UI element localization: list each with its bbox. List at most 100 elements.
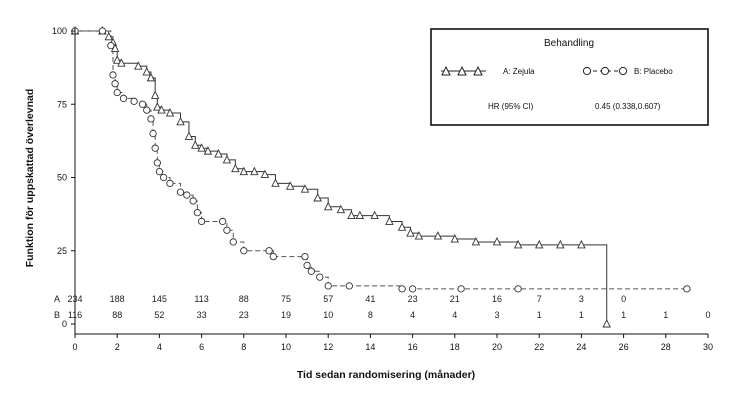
- x-tick-label: 8: [241, 342, 246, 352]
- triangle-icon: [457, 65, 467, 76]
- risk-count: 0: [621, 294, 626, 304]
- x-tick-label: 10: [281, 342, 291, 352]
- risk-count: 3: [579, 294, 584, 304]
- legend-label-placebo: B: Placebo: [634, 67, 673, 76]
- circle-icon: [618, 66, 628, 76]
- risk-count: 1: [663, 310, 668, 320]
- censor-point-placebo: [151, 144, 159, 152]
- censor-point-zejula: [191, 140, 200, 149]
- censor-point-zejula: [157, 105, 166, 114]
- plot-area: A 234 188 145 113 88 75 57 41 23 21 16 7 3 0B 116 88 52 33…: [52, 25, 713, 352]
- censor-point-placebo: [303, 261, 311, 270]
- y-tick-label: 25: [57, 246, 67, 256]
- censor-point-zejula: [602, 318, 611, 328]
- triangle-icon: [441, 65, 451, 76]
- censor-point-zejula: [313, 193, 322, 202]
- x-tick-label: 20: [492, 342, 502, 352]
- censor-point-placebo: [398, 285, 406, 293]
- censor-point-placebo: [130, 97, 138, 105]
- censor-point-zejula: [153, 102, 162, 111]
- circle-icon: [582, 66, 592, 76]
- censor-point-placebo: [113, 88, 121, 97]
- censor-point-zejula: [250, 166, 259, 176]
- hr-value: 0.45 (0.338,0.607): [595, 102, 661, 111]
- risk-count: 1: [579, 310, 584, 320]
- censor-point-placebo: [197, 217, 206, 226]
- y-tick-label: 50: [57, 173, 67, 183]
- censor-point-placebo: [240, 247, 248, 255]
- risk-count: 0: [705, 310, 710, 320]
- censor-point-zejula: [397, 222, 407, 231]
- censor-point-zejula: [112, 55, 122, 64]
- censor-point-placebo: [119, 94, 128, 103]
- censor-point-placebo: [345, 282, 353, 290]
- censor-point-placebo: [138, 100, 147, 108]
- censor-point-placebo: [193, 209, 202, 217]
- risk-count: 145: [152, 294, 167, 304]
- censor-point-placebo: [155, 167, 164, 176]
- y-tick-label: 100: [52, 26, 67, 36]
- censor-point-zejula: [556, 239, 565, 249]
- risk-count: 21: [450, 294, 460, 304]
- censor-point-placebo: [457, 285, 465, 293]
- censor-point-zejula: [134, 61, 143, 70]
- censor-point-placebo: [166, 179, 174, 188]
- risk-count: 41: [365, 294, 375, 304]
- censor-point-placebo: [149, 129, 157, 138]
- x-tick-label: 26: [619, 342, 629, 352]
- censor-point-zejula: [513, 239, 523, 249]
- risk-count: 52: [154, 310, 164, 320]
- x-tick-label: 6: [199, 342, 204, 352]
- censor-point-placebo: [111, 80, 119, 88]
- y-tick-label: 0: [62, 319, 67, 329]
- censor-point-zejula: [471, 236, 481, 246]
- censor-point-zejula: [300, 184, 310, 193]
- risk-count: 4: [410, 310, 415, 320]
- x-tick-label: 16: [408, 342, 418, 352]
- censor-point-zejula: [239, 166, 249, 176]
- censor-point-zejula: [117, 58, 126, 67]
- risk-count: 16: [492, 294, 502, 304]
- censor-point-zejula: [370, 210, 379, 220]
- censor-point-zejula: [414, 231, 424, 240]
- censor-point-zejula: [433, 231, 443, 240]
- censor-point-placebo: [176, 188, 185, 196]
- risk-count: 7: [537, 294, 542, 304]
- censor-point-placebo: [408, 285, 417, 293]
- x-tick-label: 0: [72, 342, 77, 352]
- censor-point-zejula: [184, 131, 194, 140]
- risk-row-label: B: [54, 310, 60, 320]
- risk-count: 188: [110, 294, 125, 304]
- censor-point-zejula: [165, 108, 175, 117]
- censor-point-placebo: [107, 42, 115, 50]
- circle-icon: [600, 66, 610, 76]
- censor-point-placebo: [147, 115, 155, 123]
- censor-point-zejula: [406, 228, 415, 237]
- censor-point-zejula: [150, 90, 160, 99]
- x-tick-label: 24: [576, 342, 586, 352]
- censor-point-placebo: [683, 285, 691, 293]
- risk-count: 33: [197, 310, 207, 320]
- legend-box: [430, 28, 709, 126]
- risk-count: 113: [194, 294, 208, 304]
- x-tick-label: 12: [323, 342, 333, 352]
- censor-point-placebo: [153, 159, 161, 167]
- censor-point-zejula: [260, 169, 270, 179]
- censor-point-zejula: [222, 154, 232, 164]
- censor-point-zejula: [104, 31, 113, 41]
- censor-point-placebo: [229, 238, 237, 246]
- x-tick-label: 18: [450, 342, 460, 352]
- censor-point-zejula: [214, 149, 223, 158]
- x-tick-label: 22: [534, 342, 544, 352]
- risk-row-label: A: [54, 294, 60, 304]
- censor-point-zejula: [231, 163, 240, 173]
- risk-count: 88: [112, 310, 122, 320]
- censor-point-zejula: [336, 204, 346, 214]
- censor-point-zejula: [203, 146, 213, 155]
- censor-point-placebo: [143, 106, 151, 114]
- risk-count: 3: [494, 310, 499, 320]
- censor-point-zejula: [285, 181, 295, 190]
- x-tick-label: 4: [157, 342, 162, 352]
- censor-point-zejula: [492, 236, 502, 246]
